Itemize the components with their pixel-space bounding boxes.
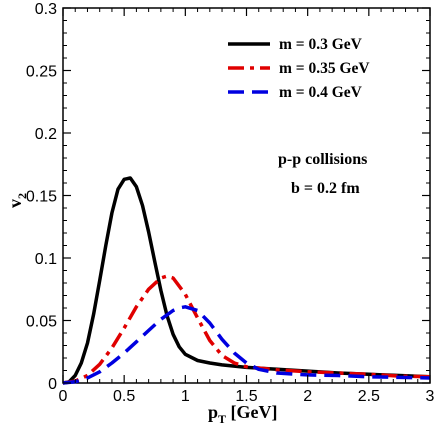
x-tick-label: 0	[59, 388, 68, 405]
x-axis-title: pT [GeV]	[208, 402, 278, 426]
series-line-3	[62, 305, 431, 385]
y-tick-label: 0.1	[35, 251, 57, 268]
y-tick-label: 0.25	[26, 64, 57, 81]
series-layer	[62, 176, 431, 385]
annotation-impact-parameter: b = 0.2 fm	[291, 180, 360, 197]
y-axis-title: v2	[5, 193, 29, 208]
x-tick-label: 2	[303, 388, 312, 405]
x-axis-title-main: p	[208, 402, 218, 422]
y-tick-label: 0.2	[35, 126, 57, 143]
x-axis-title-unit: [GeV]	[226, 402, 277, 422]
x-axis-title-subscript: T	[218, 412, 226, 426]
y-axis-title-main: v	[5, 199, 25, 208]
legend: m = 0.3 GeV m = 0.35 GeV m = 0.4 GeV	[228, 36, 370, 101]
x-tick-label: 1	[181, 388, 190, 405]
y-tick-label: 0	[48, 376, 57, 393]
y-axis-title-subscript: 2	[15, 193, 29, 199]
x-tick-label: 0.5	[113, 388, 135, 405]
y-tick-label: 0.3	[35, 1, 57, 18]
annotation-collisions: p-p collisions	[278, 151, 367, 168]
legend-label-2: m = 0.35 GeV	[279, 60, 370, 77]
axes-layer: 0 0.5 1 1.5 2 2.5 3 0 0.05 0.1 0.15 0.2 0.25 0.3	[26, 1, 435, 405]
legend-label-1: m = 0.3 GeV	[279, 36, 363, 53]
y-tick-label: 0.15	[26, 189, 57, 206]
series-line-2	[62, 274, 431, 385]
legend-label-3: m = 0.4 GeV	[279, 84, 363, 101]
x-tick-label: 2.5	[358, 388, 380, 405]
series-line-1	[62, 176, 431, 385]
x-tick-label: 1.5	[235, 388, 257, 405]
y-tick-label: 0.05	[26, 314, 57, 331]
x-tick-label: 3	[426, 388, 435, 405]
